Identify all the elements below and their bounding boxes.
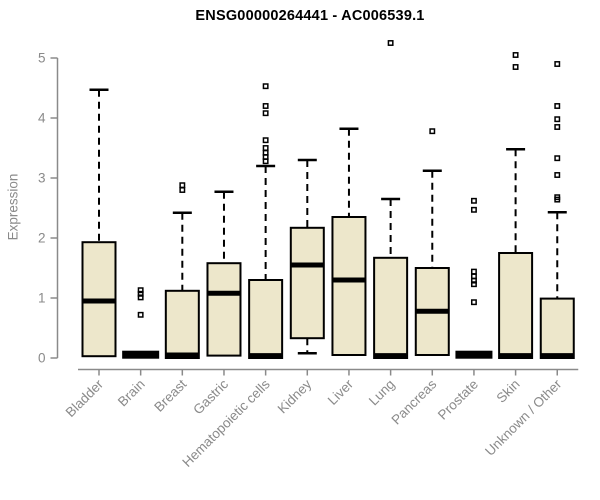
x-tick-label-kidney: Kidney <box>275 376 315 416</box>
box-skin <box>498 52 534 359</box>
x-tick-label-pancreas: Pancreas <box>388 376 439 427</box>
y-tick-label: 4 <box>38 111 46 126</box>
box-lung <box>373 40 409 359</box>
y-tick-label: 5 <box>38 51 46 66</box>
box-pancreas <box>414 128 450 356</box>
iqr-box <box>498 252 534 359</box>
x-tick-label-skin: Skin <box>494 377 523 406</box>
iqr-box <box>373 256 409 359</box>
x-tick-label-brain: Brain <box>115 377 148 410</box>
outlier-point <box>137 294 144 301</box>
outlier-point <box>179 182 186 189</box>
outlier-point <box>262 137 269 144</box>
iqr-box <box>206 262 242 357</box>
y-tick-label: 0 <box>38 351 46 366</box>
outlier-point <box>262 103 269 109</box>
iqr-box <box>331 216 367 356</box>
box-brain <box>122 287 160 359</box>
chart-title: ENSG00000264441 - AC006539.1 <box>195 8 425 24</box>
outlier-point <box>554 172 561 178</box>
outlier-point <box>554 61 561 67</box>
x-tick-label-gastric: Gastric <box>190 376 231 417</box>
outlier-point <box>137 311 144 318</box>
box-unknown-other <box>539 61 575 360</box>
outlier-point <box>470 206 477 213</box>
outlier-point <box>429 128 436 135</box>
box-prostate <box>455 197 493 359</box>
box-bladder <box>81 88 117 358</box>
outlier-point <box>262 145 269 151</box>
outlier-point <box>470 299 477 306</box>
x-tick-label-breast: Breast <box>151 376 189 414</box>
x-tick-label-lung: Lung <box>366 377 398 409</box>
outlier-point <box>262 83 269 90</box>
box-hematopoietic-cells <box>248 83 284 359</box>
y-tick-label: 2 <box>38 231 46 246</box>
outlier-point <box>137 287 144 294</box>
x-tick-label-prostate: Prostate <box>435 377 481 423</box>
collapsed-box <box>455 350 493 359</box>
outlier-point <box>470 268 477 275</box>
outlier-point <box>137 290 144 297</box>
outlier-point <box>262 110 269 117</box>
x-tick-label-bladder: Bladder <box>63 376 107 420</box>
outlier-point <box>512 64 519 70</box>
collapsed-box <box>122 350 160 359</box>
outlier-point <box>554 103 561 109</box>
outlier-point <box>554 155 561 162</box>
iqr-box <box>539 297 575 360</box>
outlier-point <box>554 116 561 123</box>
box-kidney <box>289 158 325 355</box>
iqr-box <box>248 279 284 359</box>
iqr-box <box>164 289 200 359</box>
outlier-point <box>512 52 519 58</box>
outlier-point <box>387 40 394 46</box>
outlier-point <box>554 124 561 130</box>
box-gastric <box>206 190 242 357</box>
box-liver <box>331 127 367 356</box>
outlier-point <box>470 197 477 204</box>
outlier-point <box>470 277 477 284</box>
outlier-point <box>262 158 269 165</box>
y-tick-label: 1 <box>38 291 46 306</box>
outlier-point <box>554 196 561 203</box>
box-breast <box>164 182 200 359</box>
outlier-point <box>179 187 186 193</box>
iqr-box <box>289 226 325 340</box>
x-tick-label-liver: Liver <box>325 376 357 408</box>
y-tick-label: 3 <box>38 171 46 186</box>
x-tick-label-unknown-other: Unknown / Other <box>482 376 565 459</box>
outlier-point <box>470 281 477 288</box>
